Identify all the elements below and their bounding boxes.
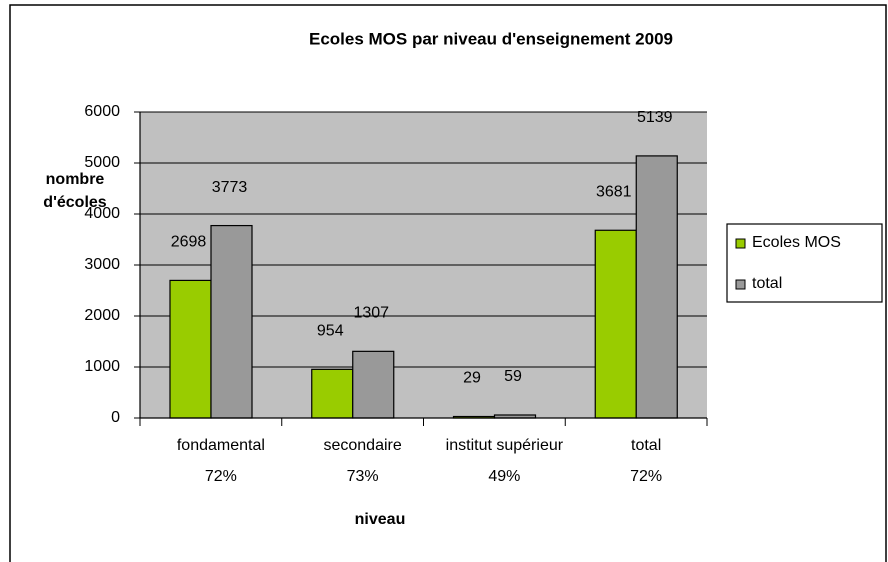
bar — [311, 368, 354, 419]
data-label: 3773 — [212, 179, 248, 196]
bar — [635, 155, 678, 419]
legend-swatch — [735, 238, 746, 249]
data-label: 3681 — [596, 183, 632, 200]
bar — [352, 350, 395, 419]
x-tick-label: 72% — [630, 468, 662, 485]
bar — [210, 224, 253, 419]
y-tick-label: 2000 — [84, 307, 120, 324]
x-tick-label: 72% — [205, 468, 237, 485]
data-label: 1307 — [353, 305, 389, 322]
data-label: 29 — [463, 370, 481, 387]
legend-swatch — [735, 279, 746, 290]
bar — [594, 229, 637, 419]
chart-title: Ecoles MOS par niveau d'enseignement 200… — [309, 29, 673, 48]
x-tick-label: total — [631, 437, 661, 454]
y-axis-label: nombre — [46, 171, 105, 188]
x-tick-label: fondamental — [177, 437, 265, 454]
y-tick-label: 4000 — [84, 205, 120, 222]
data-label: 5139 — [637, 109, 673, 126]
y-tick-label: 0 — [111, 409, 120, 426]
x-tick-label: 73% — [347, 468, 379, 485]
x-axis-label: niveau — [355, 511, 406, 528]
legend-label: total — [752, 275, 782, 292]
y-tick-label: 1000 — [84, 358, 120, 375]
x-tick-label: secondaire — [323, 437, 401, 454]
legend-label: Ecoles MOS — [752, 234, 841, 251]
data-label: 954 — [317, 323, 344, 340]
bar — [169, 279, 212, 419]
data-label: 59 — [504, 368, 522, 385]
y-tick-label: 6000 — [84, 103, 120, 120]
x-tick-label: 49% — [488, 468, 520, 485]
x-tick-label: institut supérieur — [446, 437, 564, 454]
data-label: 2698 — [171, 234, 207, 251]
y-tick-label: 3000 — [84, 256, 120, 273]
legend-box — [726, 223, 883, 303]
y-tick-label: 5000 — [84, 154, 120, 171]
y-axis-label: d'écoles — [43, 194, 106, 211]
